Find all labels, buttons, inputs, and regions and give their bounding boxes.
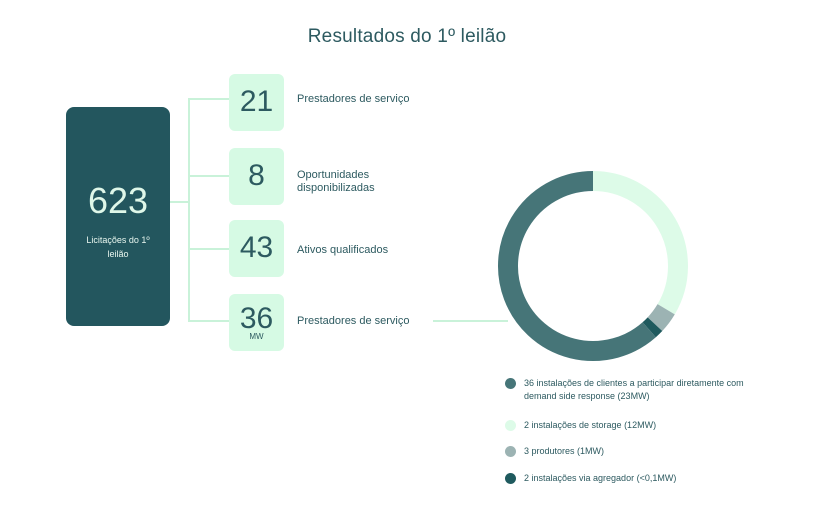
page-title: Resultados do 1º leilão xyxy=(307,26,507,47)
connector-to-chart xyxy=(433,320,508,322)
stat-value-3: 43 xyxy=(239,231,274,264)
stat-value-2: 8 xyxy=(248,159,265,192)
legend-dot-2 xyxy=(505,420,516,431)
legend-label-2: 2 instalações de storage (12MW) xyxy=(524,420,657,430)
donut-slice-aggregator xyxy=(642,317,663,338)
legend-label-3: 3 produtores (1MW) xyxy=(524,446,605,456)
donut-slice-demand-response xyxy=(498,171,656,361)
legend-dot-1 xyxy=(505,378,516,389)
stat-label-3: Ativos qualificados xyxy=(297,244,389,256)
connector-branch-4 xyxy=(188,320,229,322)
stat-box-3: 43 xyxy=(229,220,284,277)
legend-dot-3 xyxy=(505,446,516,457)
connector-branch-1 xyxy=(188,98,229,100)
donut-slice-storage xyxy=(592,171,688,315)
connector-branch-2 xyxy=(188,175,229,177)
stat-label-1: Prestadores de serviço xyxy=(297,93,410,105)
connector-trunk xyxy=(188,98,190,322)
legend-dot-4 xyxy=(505,473,516,484)
connector-branch-3 xyxy=(188,248,229,250)
legend-label-1: 36 instalações de clientes a participar … xyxy=(524,378,744,401)
legend-label-4: 2 instalações via agregador (<0,1MW) xyxy=(524,473,677,483)
summary-label: Licitações do 1º leilão xyxy=(86,235,150,259)
connector-main xyxy=(170,201,189,203)
stat-box-1: 21 xyxy=(229,74,284,131)
donut-slice-producers xyxy=(647,303,675,332)
stat-value-1: 21 xyxy=(239,85,274,118)
stat-label-4: Prestadores de serviço xyxy=(297,315,410,327)
stat-label-2: Oportunidades disponibilizadas xyxy=(297,169,375,194)
stat-unit-4: MW xyxy=(249,332,264,341)
summary-value: 623 xyxy=(87,180,149,221)
stat-box-4: 36 MW xyxy=(229,294,284,351)
summary-card: 623 Licitações do 1º leilão xyxy=(66,107,170,326)
stat-value-4: 36 xyxy=(239,302,274,335)
stat-box-2: 8 xyxy=(229,148,284,205)
